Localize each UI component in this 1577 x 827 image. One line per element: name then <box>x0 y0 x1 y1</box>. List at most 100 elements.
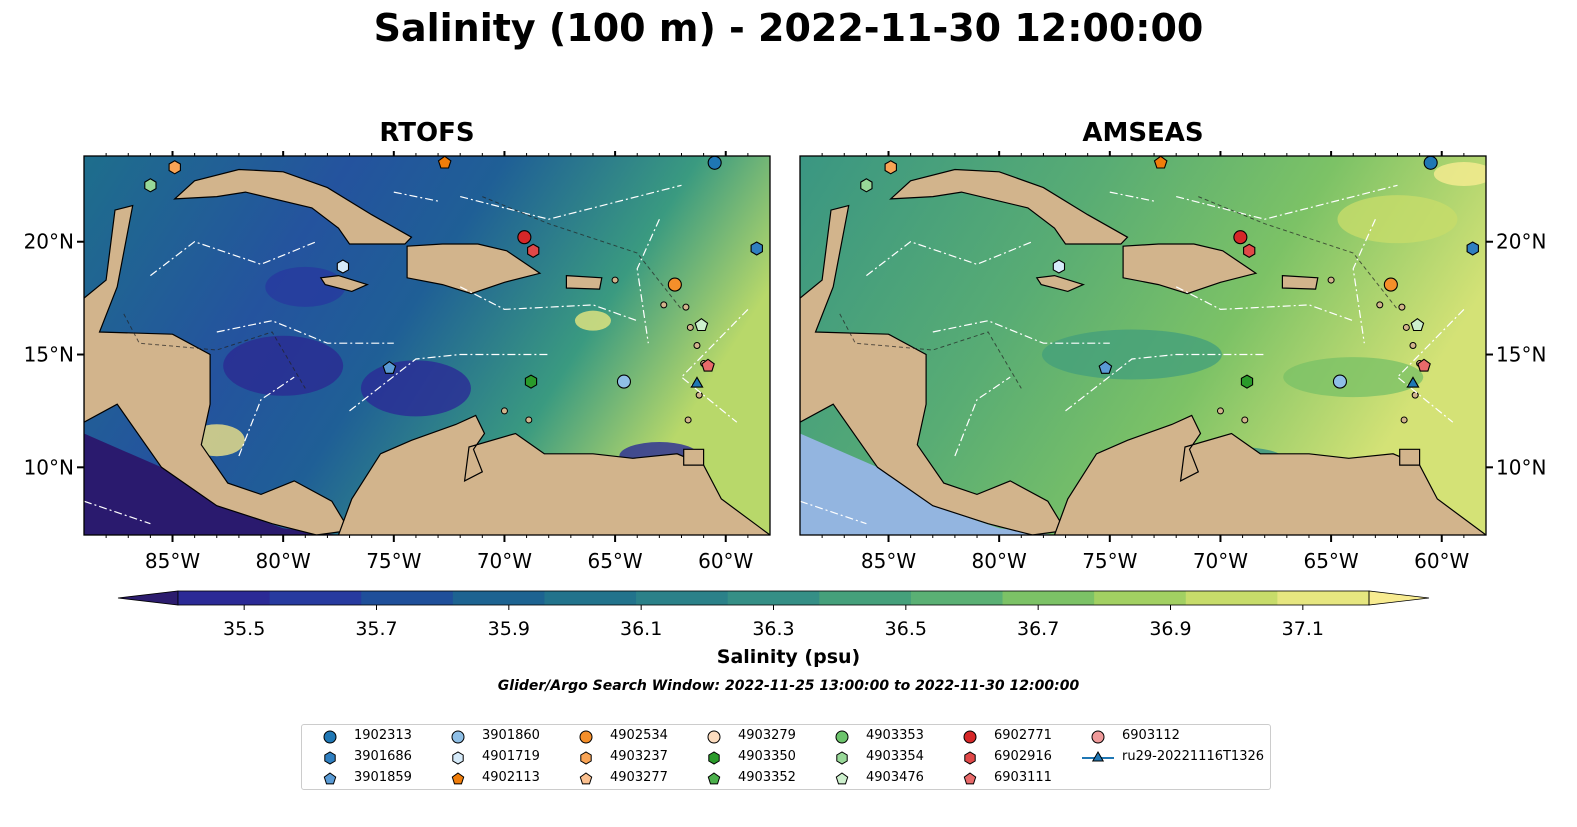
hexagon-marker-icon <box>324 751 336 765</box>
eez-boundary <box>84 500 151 525</box>
colorbar-bin <box>361 591 454 605</box>
pentagon-marker-icon <box>451 772 465 785</box>
station-marker-ru29-20221116T1326[interactable] <box>1406 376 1420 388</box>
lat-tick-label: 10°N <box>1496 455 1546 479</box>
legend-label: 6902771 <box>994 728 1052 743</box>
station-marker-3901859[interactable] <box>1098 360 1113 374</box>
island <box>693 342 701 349</box>
search-window-note: Glider/Argo Search Window: 2022-11-25 13… <box>497 678 1080 694</box>
station-marker-6903111[interactable] <box>701 358 715 372</box>
eez-boundary <box>150 241 317 277</box>
pentagon-marker-icon <box>963 772 977 785</box>
station-marker-3901686[interactable] <box>750 241 763 256</box>
station-marker-4901719[interactable] <box>336 259 350 274</box>
lat-tick-label: 15°N <box>24 343 74 367</box>
island <box>1409 342 1417 349</box>
lon-tick-label: 80°W <box>256 549 311 573</box>
eez-boundary <box>1352 218 1376 344</box>
station-marker-3901686[interactable] <box>1466 241 1479 256</box>
hexagon-marker-icon <box>964 751 976 765</box>
eez-boundary <box>954 376 1011 457</box>
station-marker-4903354[interactable] <box>144 178 157 193</box>
station-marker-4903237[interactable] <box>884 160 897 175</box>
station-marker-6902916[interactable] <box>1243 243 1256 258</box>
station-marker-3901860[interactable] <box>616 374 631 389</box>
lat-tick-label: 20°N <box>1496 230 1546 254</box>
triangle-line-marker-icon <box>1082 751 1114 762</box>
island <box>682 303 690 311</box>
legend-label: 4903237 <box>610 749 668 764</box>
legend: 1902313 3901686 3901859 3901860 4901719 49021… <box>301 724 1271 790</box>
hexagon-marker-icon <box>708 751 720 765</box>
island <box>1216 407 1224 415</box>
circle-marker-icon <box>323 730 337 744</box>
circle-marker-icon <box>1091 730 1105 744</box>
map-panel-rtofs: 85°W 80°W 75°W 70°W 65°W 60°W 20°N 15°N 10°N <box>24 151 771 573</box>
station-marker-4903476[interactable] <box>1410 318 1425 332</box>
colorbar-tick-label: 36.7 <box>1017 618 1059 640</box>
lon-tick-label: 65°W <box>587 549 642 573</box>
colorbar-bin <box>819 591 912 605</box>
station-marker-4902113[interactable] <box>437 156 452 169</box>
island <box>611 276 619 284</box>
island <box>525 416 533 424</box>
station-marker-4902534[interactable] <box>667 277 682 292</box>
lat-tick-label: 15°N <box>1496 343 1546 367</box>
eez-boundary <box>866 241 1033 277</box>
island <box>500 407 508 415</box>
legend-label: 6903112 <box>1122 728 1180 743</box>
station-marker-6903111[interactable] <box>1417 358 1431 372</box>
eez-boundary <box>1109 191 1155 202</box>
station-marker-6902916[interactable] <box>527 243 540 258</box>
lon-tick-label: 85°W <box>861 549 916 573</box>
station-marker-4903350[interactable] <box>524 374 538 389</box>
colorbar-tick-label: 35.9 <box>488 618 530 640</box>
station-marker-4903476[interactable] <box>694 318 709 332</box>
depth-contour <box>1198 196 1398 310</box>
station-marker-4902534[interactable] <box>1383 277 1398 292</box>
depth-contour <box>123 313 306 389</box>
station-marker-4903237[interactable] <box>168 160 181 175</box>
island <box>1402 323 1410 331</box>
legend-label: 4903277 <box>610 770 668 785</box>
eez-boundary <box>459 286 638 322</box>
hexagon-marker-icon <box>580 751 592 765</box>
lon-tick-label: 75°W <box>1082 549 1137 573</box>
station-marker-4902113[interactable] <box>1153 156 1168 169</box>
land-puerto-rico <box>1281 274 1319 290</box>
lon-tick-label: 80°W <box>972 549 1027 573</box>
circle-marker-icon <box>451 730 465 744</box>
island <box>1398 303 1406 311</box>
pentagon-marker-icon <box>579 772 593 785</box>
colorbar-bin <box>1002 591 1095 605</box>
panel-title-amseas: AMSEAS <box>1082 118 1204 148</box>
colorbar-bin <box>452 591 545 605</box>
legend-label: 4901719 <box>482 749 540 764</box>
land-central-america <box>800 204 1067 535</box>
legend-label: 4903476 <box>866 770 924 785</box>
legend-label: 3901859 <box>354 770 412 785</box>
station-marker-4901719[interactable] <box>1052 259 1066 274</box>
circle-marker-icon <box>963 730 977 744</box>
station-marker-1902313[interactable] <box>1423 156 1438 170</box>
land-trinidad <box>1399 448 1421 466</box>
legend-label: 6902916 <box>994 749 1052 764</box>
station-marker-1902313[interactable] <box>707 156 722 170</box>
station-marker-4903354[interactable] <box>860 178 873 193</box>
legend-label: 4903279 <box>738 728 796 743</box>
station-marker-ru29-20221116T1326[interactable] <box>690 376 704 388</box>
station-marker-6902771[interactable] <box>517 230 532 245</box>
pacific-ocean <box>800 433 1055 535</box>
station-marker-6902771[interactable] <box>1233 230 1248 245</box>
station-marker-3901860[interactable] <box>1332 374 1347 389</box>
lon-tick-label: 85°W <box>145 549 200 573</box>
land-jamaica <box>319 274 370 293</box>
island <box>1411 391 1419 399</box>
pentagon-marker-icon <box>707 772 721 785</box>
station-marker-4903350[interactable] <box>1240 374 1254 389</box>
station-marker-3901859[interactable] <box>382 360 397 374</box>
figure-title: Salinity (100 m) - 2022-11-30 12:00:00 <box>373 6 1204 50</box>
depth-contour <box>482 196 682 310</box>
legend-label: 4902534 <box>610 728 668 743</box>
